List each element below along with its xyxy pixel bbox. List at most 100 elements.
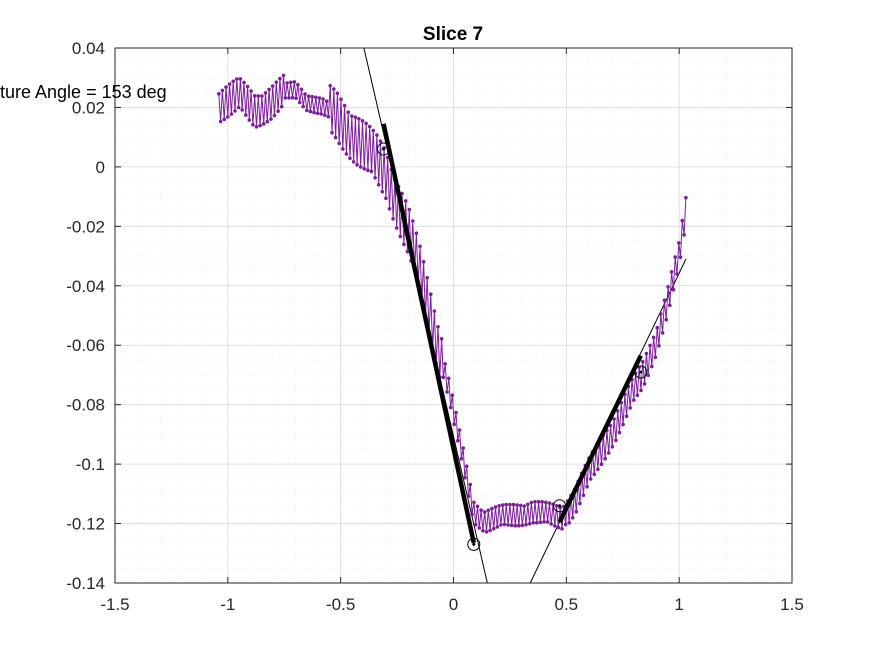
series-point — [384, 196, 388, 201]
series-point — [357, 117, 361, 121]
series-point — [233, 109, 237, 113]
series-point — [468, 482, 473, 487]
series-point — [544, 500, 548, 505]
series-point — [362, 167, 367, 171]
circle-marker-center — [382, 147, 386, 151]
series-point — [536, 499, 541, 504]
series-point — [614, 438, 618, 443]
series-point — [369, 169, 374, 174]
fit-segment — [381, 123, 477, 544]
series-point — [339, 97, 343, 101]
series-point — [314, 95, 318, 100]
series-point — [283, 96, 288, 100]
series-point — [472, 500, 476, 505]
series-point — [240, 108, 244, 112]
fit-segments — [381, 123, 643, 544]
series-point — [421, 259, 426, 264]
series-point — [463, 475, 467, 480]
series-point — [371, 128, 376, 133]
series-point — [231, 79, 235, 84]
series-point — [227, 82, 232, 86]
y-tick-label: -0.02 — [66, 217, 105, 236]
series-point — [466, 494, 471, 499]
series-point — [319, 112, 324, 116]
series-point — [452, 422, 457, 427]
series-point — [411, 219, 415, 223]
series-point — [235, 77, 239, 81]
series-point — [373, 176, 377, 180]
series-point — [547, 501, 552, 505]
series-point — [252, 94, 257, 98]
series-point — [236, 105, 241, 110]
series-point — [500, 503, 505, 507]
series-point — [439, 337, 444, 341]
series-point — [660, 331, 665, 335]
series-point — [263, 91, 268, 95]
series-point — [490, 506, 494, 511]
series-point — [635, 393, 640, 398]
series-point — [279, 104, 284, 109]
series-point — [668, 303, 672, 308]
series-point — [403, 199, 408, 203]
series-point — [653, 355, 658, 360]
series-point — [326, 114, 331, 119]
y-tick-label: -0.06 — [66, 336, 105, 355]
y-tick-label: 0 — [96, 158, 105, 177]
series-point — [353, 115, 358, 120]
chart-title: Slice 7 — [423, 24, 483, 45]
series-point — [581, 493, 586, 498]
series-point — [567, 521, 571, 525]
series-point — [323, 113, 327, 117]
series-point — [628, 406, 632, 410]
series-point — [436, 325, 440, 329]
circle-marker — [634, 365, 648, 379]
series-point — [375, 133, 379, 137]
circle-marker-center — [558, 504, 562, 508]
series-point — [497, 504, 501, 508]
series-point — [574, 509, 579, 514]
y-tick-label: -0.08 — [66, 396, 105, 415]
series-point — [531, 521, 535, 525]
series-point — [350, 114, 354, 118]
series-point — [570, 516, 575, 520]
y-tick-label: -0.04 — [66, 277, 105, 296]
series-point — [220, 88, 225, 93]
series-point — [418, 244, 422, 249]
series-point — [310, 94, 315, 99]
series-point — [592, 472, 597, 477]
series-point — [459, 457, 464, 461]
circle-marker — [553, 499, 567, 513]
series-point — [481, 528, 485, 533]
series-point — [290, 95, 295, 100]
series-point — [553, 524, 557, 528]
series-point — [664, 317, 668, 322]
series-point — [360, 119, 365, 123]
series-point — [560, 527, 564, 531]
series-point — [450, 393, 455, 398]
x-tick-label: -1.5 — [100, 595, 129, 614]
series-point — [317, 96, 322, 100]
series-point — [242, 80, 246, 85]
series-point — [651, 335, 656, 340]
series-point — [447, 376, 451, 381]
series-point — [249, 89, 253, 93]
series-point — [303, 92, 307, 96]
series-point — [398, 234, 403, 239]
series-point — [387, 207, 392, 211]
x-tick-label: -1 — [220, 595, 235, 614]
series-point — [380, 189, 385, 194]
series-point — [294, 96, 298, 100]
series-point — [222, 117, 226, 122]
series-point — [254, 125, 259, 129]
series-point — [563, 522, 568, 527]
series-point — [517, 523, 521, 528]
series-point — [464, 464, 469, 469]
series-point — [405, 249, 410, 254]
series-point — [527, 522, 532, 526]
series-point — [335, 91, 340, 96]
series-point — [443, 362, 448, 366]
series-point — [461, 446, 466, 450]
series-point — [540, 500, 544, 504]
series-point — [355, 162, 359, 167]
